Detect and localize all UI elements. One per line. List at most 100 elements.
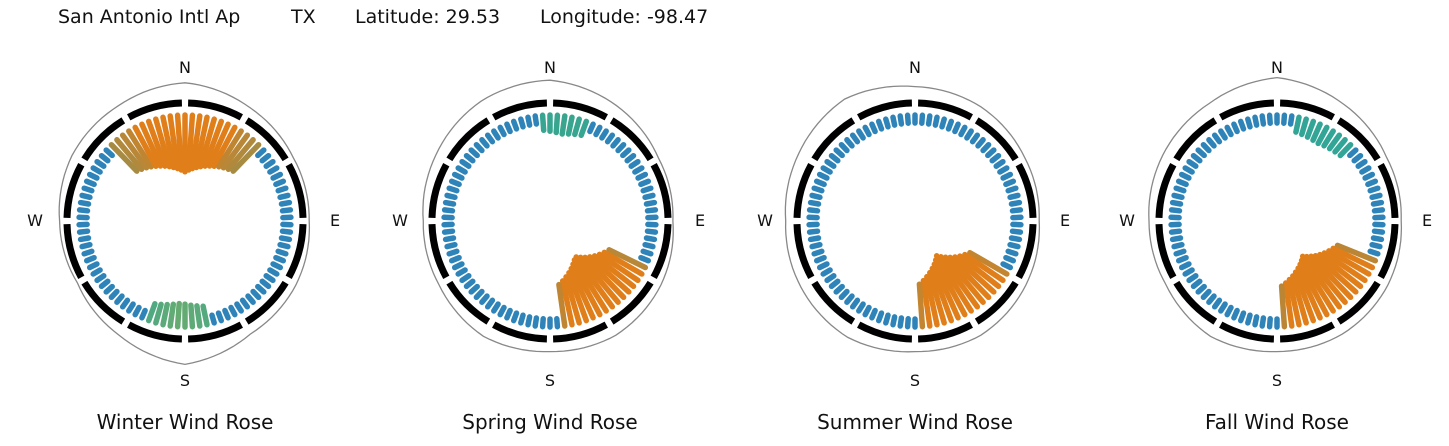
wind-spoke (925, 113, 933, 127)
wind-spoke (1169, 235, 1184, 243)
wind-spoke (933, 253, 974, 314)
wind-spoke (1000, 261, 1014, 271)
compass-s-label: S (910, 371, 920, 386)
direction-ring-segment (1336, 280, 1381, 325)
wind-spoke (209, 312, 217, 326)
wind-spoke (883, 312, 891, 326)
wind-spoke (473, 288, 485, 301)
wind-spoke (571, 257, 609, 314)
compass-w-label: W (27, 211, 43, 230)
wind-spoke (1009, 228, 1024, 235)
wind-spoke (897, 113, 905, 127)
wind-spoke (1206, 293, 1217, 305)
wind-spoke (957, 253, 1002, 290)
wind-spoke (587, 254, 632, 295)
wind-spoke (1224, 124, 1234, 138)
spring-wind-rose: N E S W (380, 56, 720, 386)
wind-spoke (1190, 278, 1203, 290)
wind-spoke (628, 158, 641, 169)
wind-spoke (1298, 257, 1336, 314)
direction-ring-segment (793, 163, 815, 219)
wind-spoke (114, 293, 125, 305)
wind-spoke (958, 124, 968, 138)
wind-spoke (1211, 297, 1223, 310)
wind-spoke (952, 121, 961, 135)
wind-spoke (504, 307, 513, 321)
wind-spoke (604, 132, 616, 145)
wind-spoke (1326, 132, 1343, 152)
wind-spoke (927, 269, 947, 326)
direction-ring-segment (244, 117, 289, 162)
wind-spoke (582, 254, 627, 301)
wind-spoke (174, 300, 182, 330)
wind-spoke (838, 141, 850, 154)
wind-spoke (270, 261, 284, 271)
wind-spoke (114, 137, 145, 173)
wind-spoke (132, 124, 159, 169)
direction-ring-segment (285, 223, 307, 279)
direction-ring-segment (428, 223, 450, 279)
wind-spoke (1362, 171, 1376, 181)
wind-spoke (1005, 185, 1019, 194)
wind-spoke (174, 112, 185, 173)
wind-spoke (1367, 248, 1381, 257)
wind-spoke (985, 147, 997, 159)
direction-ring-segment (244, 280, 289, 325)
wind-spoke (279, 228, 294, 235)
wind-spoke (1175, 178, 1189, 188)
wind-spoke (441, 228, 456, 235)
wind-spoke (518, 116, 526, 130)
direction-ring-segment (285, 163, 307, 219)
compass-s-label: S (1272, 371, 1282, 386)
wind-spoke (844, 137, 855, 149)
wind-spoke (862, 304, 872, 318)
wind-spoke (277, 192, 291, 201)
wind-spoke (98, 152, 111, 164)
wind-spoke (596, 251, 641, 284)
winter-wind-rose-title: Winter Wind Rose (96, 410, 274, 434)
wind-spoke (931, 261, 961, 321)
wind-spoke (820, 267, 833, 277)
wind-spoke (103, 147, 115, 159)
wind-spoke (1286, 276, 1302, 328)
wind-spoke (1330, 245, 1376, 271)
wind-spoke (1310, 121, 1323, 143)
wind-spoke (806, 207, 821, 214)
wind-spoke (103, 283, 115, 295)
direction-ring-segment (63, 223, 85, 279)
wind-spoke (479, 293, 490, 305)
wind-spoke (601, 249, 645, 277)
frequency-outline (422, 79, 674, 353)
wind-spoke (267, 267, 280, 277)
wind-spoke (463, 278, 476, 290)
wind-spoke (1200, 288, 1212, 301)
wind-spoke (484, 297, 496, 310)
summer-wind-rose-chart: N E S W (757, 58, 1070, 386)
wind-spoke (167, 113, 181, 172)
frequency-outline (784, 85, 1041, 353)
wind-spoke (875, 310, 885, 324)
wind-spoke (1266, 112, 1273, 126)
wind-spoke (1171, 192, 1185, 201)
direction-ring-segment (1336, 117, 1381, 162)
direction-ring-segment (857, 321, 913, 343)
wind-spoke (79, 192, 93, 201)
wind-spoke (610, 137, 621, 149)
wind-spoke (263, 273, 276, 284)
wind-spoke (211, 124, 238, 169)
wind-spoke (643, 235, 658, 243)
wind-spoke (160, 114, 177, 171)
wind-spoke (1169, 199, 1184, 207)
wind-spoke (76, 228, 91, 235)
wind-spoke (643, 199, 658, 207)
wind-spoke (1334, 242, 1379, 264)
wind-spoke (108, 141, 140, 174)
wind-spoke (577, 254, 621, 305)
wind-spoke (245, 293, 256, 305)
wind-spoke (468, 283, 480, 295)
direction-ring-segment (63, 163, 85, 219)
wind-spoke (145, 118, 168, 169)
wind-spoke (883, 116, 891, 130)
wind-spoke (539, 316, 546, 330)
wind-spoke (442, 235, 457, 243)
